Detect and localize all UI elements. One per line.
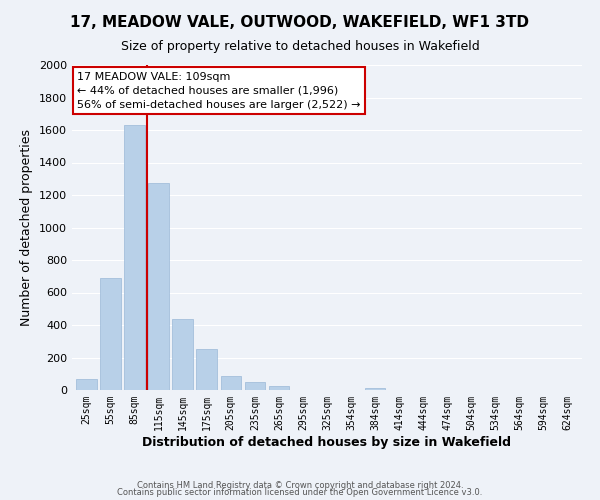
- Bar: [245, 382, 265, 390]
- Bar: [148, 183, 169, 390]
- Bar: [124, 125, 145, 390]
- Bar: [196, 348, 217, 390]
- Bar: [365, 388, 385, 390]
- Text: Contains public sector information licensed under the Open Government Licence v3: Contains public sector information licen…: [118, 488, 482, 497]
- Text: Contains HM Land Registry data © Crown copyright and database right 2024.: Contains HM Land Registry data © Crown c…: [137, 480, 463, 490]
- Bar: [172, 320, 193, 390]
- Bar: [221, 376, 241, 390]
- Y-axis label: Number of detached properties: Number of detached properties: [20, 129, 34, 326]
- Text: 17, MEADOW VALE, OUTWOOD, WAKEFIELD, WF1 3TD: 17, MEADOW VALE, OUTWOOD, WAKEFIELD, WF1…: [71, 15, 530, 30]
- Bar: [76, 380, 97, 390]
- Text: 17 MEADOW VALE: 109sqm
← 44% of detached houses are smaller (1,996)
56% of semi-: 17 MEADOW VALE: 109sqm ← 44% of detached…: [77, 72, 361, 110]
- Text: Size of property relative to detached houses in Wakefield: Size of property relative to detached ho…: [121, 40, 479, 53]
- X-axis label: Distribution of detached houses by size in Wakefield: Distribution of detached houses by size …: [143, 436, 511, 448]
- Bar: [269, 386, 289, 390]
- Bar: [100, 278, 121, 390]
